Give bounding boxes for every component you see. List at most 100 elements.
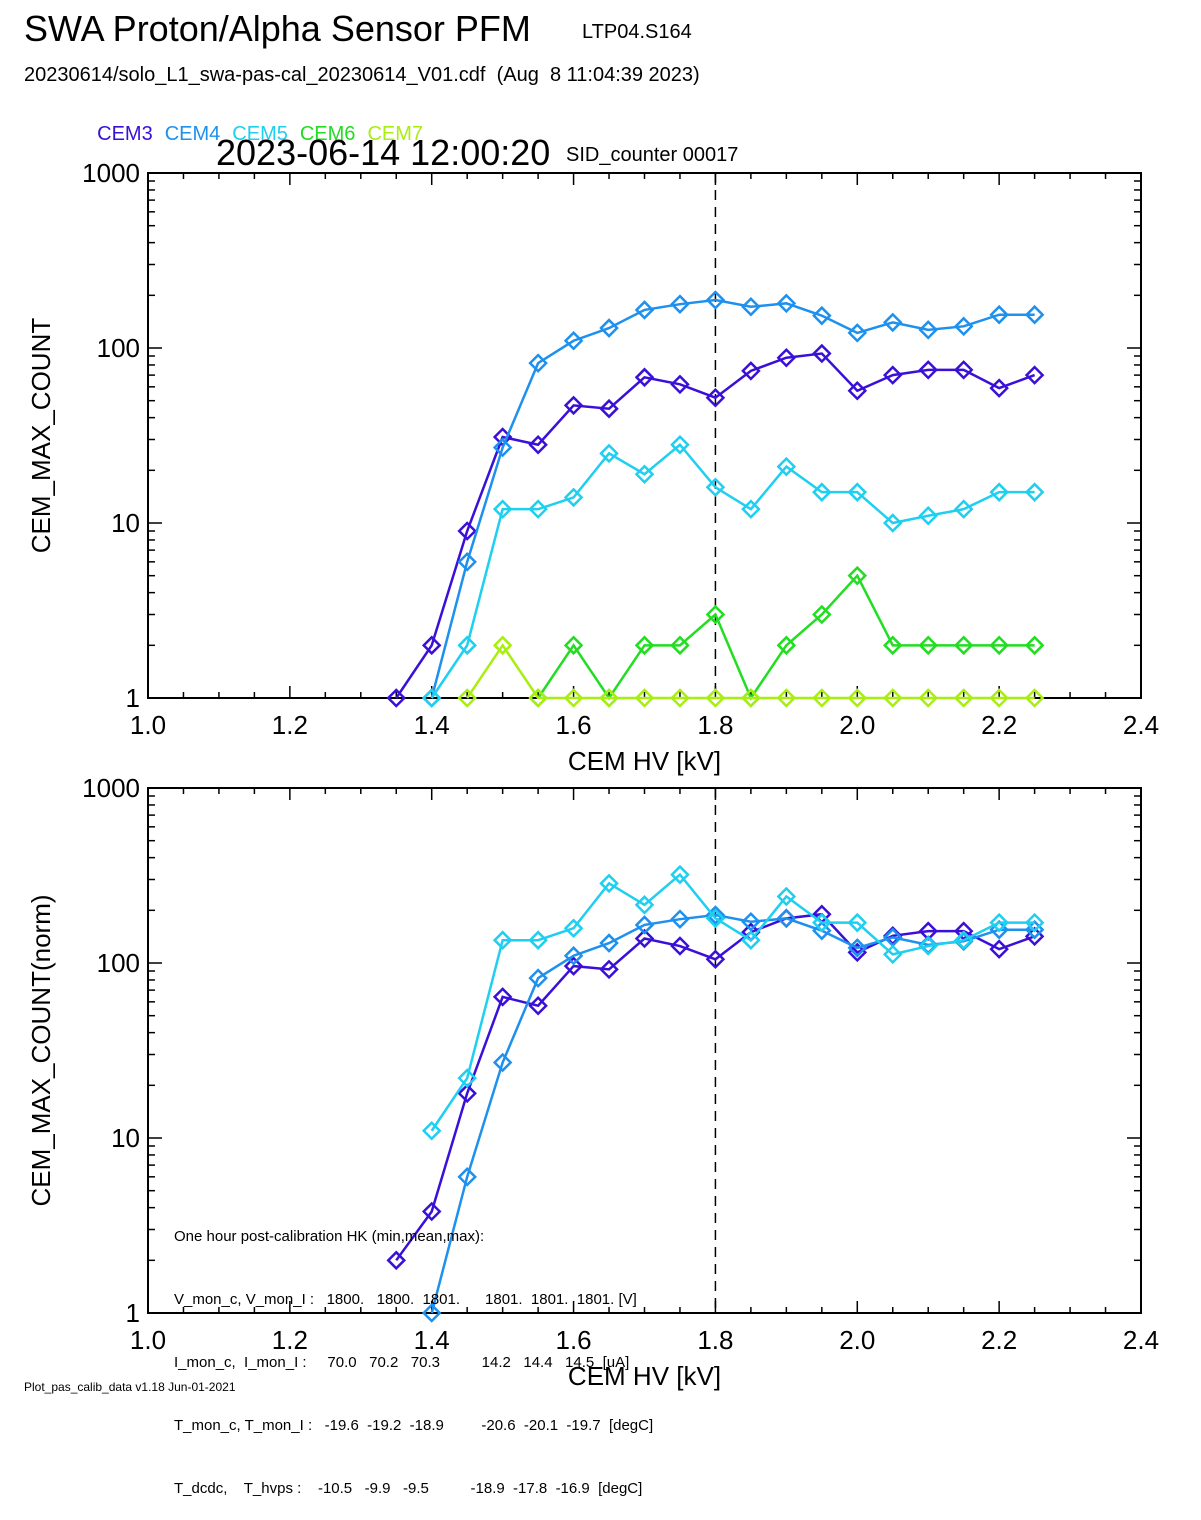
bottom-point-cem5 <box>599 873 619 894</box>
bottom-point-cem4 <box>670 909 690 929</box>
top-point-cem3 <box>812 343 832 364</box>
bottom-point-cem5 <box>741 930 761 950</box>
top-point-cem3 <box>1024 365 1045 385</box>
top-point-cem7 <box>457 688 477 708</box>
bottom-x-tick-label: 1.0 <box>130 1325 166 1355</box>
bottom-point-cem4 <box>599 933 619 953</box>
top-point-cem4 <box>634 300 655 320</box>
top-point-cem7 <box>882 688 903 708</box>
top-point-cem7 <box>528 688 548 708</box>
top-x-tick-label: 1.8 <box>697 710 733 740</box>
top-point-cem4 <box>670 294 690 314</box>
footer-version: Plot_pas_calib_data v1.18 Jun-01-2021 <box>24 1380 236 1394</box>
top-point-cem4 <box>918 320 938 340</box>
top-point-cem7 <box>918 688 938 708</box>
chart-top: 1.0 1.2 1.4 1.6 1.8 2.0 2.2 2.4 1 10 100 1000 CEM HV… <box>26 158 1159 1391</box>
hk-row: V_mon_c, V_mon_I : 1800. 1800. 1801. 180… <box>174 1291 637 1308</box>
bottom-point-cem3 <box>599 959 619 980</box>
top-point-cem3 <box>882 365 903 385</box>
top-point-cem6 <box>776 635 797 656</box>
bottom-point-cem4 <box>457 1167 477 1187</box>
top-point-cem5 <box>492 499 513 519</box>
top-point-cem5 <box>670 434 690 455</box>
bottom-y-axis-label: CEM_MAX_COUNT(norm) <box>26 894 56 1206</box>
top-point-cem5 <box>1024 482 1045 502</box>
bottom-x-tick-label: 2.4 <box>1123 1325 1159 1355</box>
bottom-point-cem3 <box>634 928 655 949</box>
top-point-cem3 <box>776 347 797 368</box>
bottom-point-cem3 <box>421 1201 442 1222</box>
top-point-cem7 <box>599 688 619 708</box>
top-point-cem6 <box>670 635 690 656</box>
top-plot-frame <box>147 172 1142 699</box>
bottom-point-cem5 <box>812 912 832 933</box>
legend-item-cem4: CEM4 <box>164 123 221 145</box>
top-series-line-cem5 <box>430 442 1035 699</box>
top-point-cem7 <box>741 688 761 708</box>
bottom-x-tick-label: 2.0 <box>839 1325 875 1355</box>
top-point-cem7 <box>847 688 868 708</box>
legend-item-cem3: CEM3 <box>97 123 153 145</box>
top-x-tick-label: 2.0 <box>839 710 875 740</box>
top-point-cem7 <box>776 688 797 708</box>
top-point-cem7 <box>705 688 726 708</box>
bottom-point-cem5 <box>457 1068 477 1088</box>
bottom-y-tick-label: 100 <box>97 948 140 978</box>
top-point-cem6 <box>812 604 832 625</box>
top-x-tick-label: 2.4 <box>1123 710 1159 740</box>
top-point-cem3 <box>741 361 761 381</box>
top-x-axis-label: CEM HV [kV] <box>568 746 721 776</box>
top-point-cem3 <box>421 635 442 656</box>
top-y-axis-label: CEM_MAX_COUNT <box>26 318 56 554</box>
top-point-cem4 <box>812 305 832 326</box>
bottom-y-tick-label: 1000 <box>82 773 140 803</box>
hk-block: One hour post-calibration HK (min,mean,m… <box>174 1184 653 1520</box>
top-y-tick-label: 100 <box>97 333 140 363</box>
bottom-point-cem5 <box>847 912 868 933</box>
top-point-cem5 <box>953 499 974 519</box>
top-point-cem3 <box>989 378 1009 398</box>
sid-counter: SID_counter 00017 <box>566 144 739 166</box>
top-x-tick-label: 1.2 <box>272 710 308 740</box>
top-point-cem7 <box>812 688 832 708</box>
top-point-cem4 <box>953 316 974 337</box>
top-point-cem3 <box>705 387 726 408</box>
legend-item-cem5: CEM5 <box>232 123 288 145</box>
top-point-cem3 <box>599 398 619 419</box>
bottom-point-cem5 <box>918 936 938 956</box>
plot-title: SWA Proton/Alpha Sensor PFM <box>24 8 531 49</box>
hk-row: T_mon_c, T_mon_I : -19.6 -19.2 -18.9 -20… <box>174 1417 654 1434</box>
bottom-point-cem3 <box>386 1250 407 1271</box>
bottom-point-cem5 <box>989 912 1009 933</box>
top-point-cem5 <box>528 499 548 519</box>
top-point-cem3 <box>953 360 974 380</box>
top-point-cem7 <box>492 635 513 656</box>
top-point-cem5 <box>421 688 442 708</box>
top-series-line-cem7 <box>466 643 1035 700</box>
top-point-cem4 <box>882 312 903 333</box>
top-point-cem6 <box>953 635 974 656</box>
bottom-point-cem5 <box>882 944 903 965</box>
bottom-series-line-cem3 <box>395 912 1036 1262</box>
bottom-point-cem5 <box>528 930 548 950</box>
bottom-point-cem5 <box>492 930 513 950</box>
top-x-tick-label: 2.2 <box>981 710 1017 740</box>
bottom-point-cem4 <box>741 912 761 932</box>
bottom-point-cem4 <box>528 968 548 988</box>
top-point-cem3 <box>528 434 548 455</box>
bottom-point-cem3 <box>989 939 1009 959</box>
top-point-cem7 <box>563 688 584 708</box>
top-point-cem3 <box>847 380 868 401</box>
bottom-point-cem4 <box>776 908 797 929</box>
bottom-point-cem4 <box>812 920 832 941</box>
bottom-point-cem4 <box>563 945 584 966</box>
bottom-point-cem4 <box>847 938 868 958</box>
bottom-point-cem4 <box>421 1303 442 1323</box>
bottom-point-cem5 <box>776 886 797 907</box>
top-point-cem6 <box>847 565 868 586</box>
top-point-cem6 <box>918 635 938 656</box>
top-point-cem6 <box>563 635 584 656</box>
legend-item-cem7: CEM7 <box>367 123 424 145</box>
bottom-point-cem5 <box>705 908 726 929</box>
top-point-cem4 <box>1024 304 1045 325</box>
